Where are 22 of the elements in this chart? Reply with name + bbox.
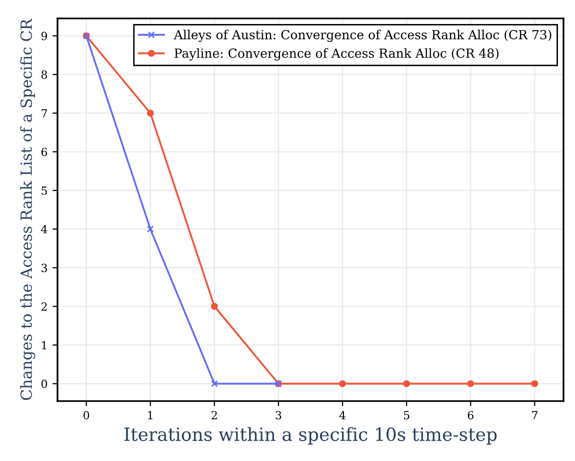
y-tick-label: 9	[41, 32, 48, 40]
y-axis-title: Changes to the Access Rank List of a Specific CR	[20, 18, 36, 400]
legend-label: Alleys of Austin: Convergence of Access Rank Alloc (CR 73)	[174, 30, 552, 42]
x-tick-label: 2	[212, 410, 217, 420]
y-tick-label: 3	[42, 264, 47, 272]
x-tick-label: 4	[339, 410, 346, 420]
y-tick-label: 2	[41, 302, 47, 311]
x-tick-label: 3	[276, 410, 282, 420]
y-tick-label: 7	[42, 109, 47, 118]
y-tick-label: 8	[41, 70, 48, 79]
x-tick-label: 0	[84, 410, 90, 420]
x-tick-label: 6	[468, 410, 474, 420]
y-tick-label: 4	[41, 225, 48, 234]
legend-label: Payline: Convergence of Access Rank Alloc (CR 48)	[174, 48, 499, 60]
x-tick-label: 7	[532, 411, 538, 420]
x-tick-label: 1	[148, 410, 152, 420]
x-axis-title: Iterations within a specific 10s time-step	[124, 427, 497, 445]
x-tick-label: 5	[404, 411, 410, 420]
y-tick-label: 5	[42, 186, 47, 195]
y-tick-label: 0	[41, 380, 48, 388]
y-tick-label: 6	[41, 148, 48, 156]
y-tick-label: 1	[42, 341, 46, 350]
